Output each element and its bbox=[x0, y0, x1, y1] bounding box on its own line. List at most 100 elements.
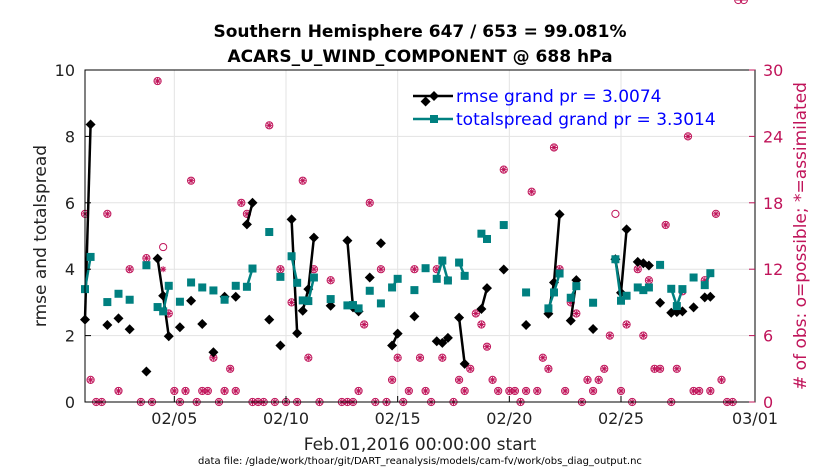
rmse-point bbox=[292, 328, 303, 339]
totalspread-point bbox=[365, 286, 374, 295]
obs-possible-marker bbox=[387, 375, 397, 384]
obs-assimilated-marker bbox=[495, 387, 502, 394]
y-tick-label: 2 bbox=[65, 327, 75, 346]
obs-possible-marker bbox=[521, 386, 531, 396]
obs-possible-marker bbox=[159, 242, 168, 252]
obs-assimilated-marker bbox=[673, 365, 680, 372]
totalspread-line-segment bbox=[83, 256, 92, 290]
obs-possible-marker bbox=[410, 265, 419, 274]
obs-possible-marker bbox=[527, 187, 536, 196]
y2-tick-label: 18 bbox=[763, 194, 783, 213]
rmse-point bbox=[152, 253, 163, 264]
totalspread-line-segment bbox=[290, 255, 299, 284]
totalspread-point bbox=[550, 288, 558, 297]
obs-assimilated-marker bbox=[562, 387, 569, 394]
obs-assimilated-marker bbox=[204, 387, 211, 394]
obs-assimilated-marker bbox=[227, 365, 234, 372]
totalspread-point bbox=[544, 304, 553, 313]
rmse-line-segment bbox=[346, 240, 360, 313]
obs-possible-marker bbox=[421, 386, 430, 396]
rmse-line-segment bbox=[547, 214, 561, 314]
rmse-point bbox=[621, 224, 632, 235]
y2-tick-label: 12 bbox=[763, 260, 783, 279]
totalspread-point bbox=[114, 289, 123, 298]
obs-possible-marker bbox=[404, 386, 413, 396]
totalspread-point bbox=[633, 283, 642, 292]
rmse-point bbox=[588, 323, 599, 334]
obs-assimilated-marker bbox=[422, 387, 429, 394]
obs-assimilated-marker bbox=[484, 343, 490, 350]
obs-assimilated-marker bbox=[188, 177, 195, 184]
totalspread-point bbox=[438, 256, 447, 265]
totalspread-point bbox=[477, 229, 486, 238]
totalspread-point bbox=[175, 297, 184, 306]
legend-totalspread-marker bbox=[430, 115, 438, 123]
obs-assimilated-marker bbox=[590, 387, 597, 394]
x-tick-label: 02/15 bbox=[375, 409, 421, 428]
obs-assimilated-marker bbox=[456, 376, 463, 383]
obs-assimilated-marker bbox=[377, 266, 384, 273]
obs-possible-marker bbox=[376, 265, 386, 274]
totalspread-point bbox=[589, 298, 598, 307]
obs-assimilated-marker bbox=[528, 188, 535, 195]
totalspread-point bbox=[86, 252, 95, 261]
totalspread-point bbox=[443, 276, 452, 285]
totalspread-point bbox=[483, 234, 491, 243]
obs-assimilated-marker bbox=[115, 387, 122, 394]
obs-possible-marker bbox=[583, 375, 592, 384]
totalspread-point bbox=[572, 282, 581, 291]
obs-possible-marker bbox=[510, 386, 520, 396]
obs-possible-marker bbox=[661, 220, 670, 230]
obs-possible-marker bbox=[600, 364, 609, 373]
totalspread-point bbox=[617, 296, 625, 305]
obs-assimilated-marker bbox=[182, 387, 189, 394]
obs-assimilated-marker bbox=[584, 376, 591, 383]
obs-assimilated-marker bbox=[539, 354, 546, 361]
totalspread-point bbox=[678, 285, 687, 294]
rmse-line-segment bbox=[457, 317, 466, 364]
y-axis-label: rmse and totalspread bbox=[31, 145, 51, 327]
obs-possible-marker bbox=[561, 386, 570, 396]
obs-assimilated-marker bbox=[523, 387, 530, 394]
obs-possible-marker bbox=[360, 320, 369, 329]
obs-assimilated-marker bbox=[662, 221, 669, 228]
obs-assimilated-marker bbox=[361, 321, 368, 328]
rmse-point bbox=[85, 119, 96, 130]
rmse-point bbox=[643, 260, 654, 271]
totalspread-point bbox=[198, 283, 207, 292]
totalspread-point bbox=[231, 281, 240, 290]
obs-possible-marker bbox=[494, 386, 503, 396]
obs-possible-marker bbox=[711, 209, 721, 218]
obs-assimilated-marker bbox=[545, 365, 552, 372]
totalspread-point bbox=[187, 278, 196, 287]
obs-possible-marker bbox=[454, 375, 464, 384]
obs-possible-marker bbox=[622, 320, 631, 329]
rmse-point bbox=[174, 322, 185, 333]
obs-possible-marker bbox=[538, 353, 547, 362]
obs-possible-marker bbox=[471, 309, 480, 318]
totalspread-point bbox=[460, 271, 469, 280]
totalspread-point bbox=[644, 283, 653, 292]
obs-possible-marker bbox=[695, 386, 704, 396]
axis-ticks: 02/05 02/10 02/15 02/20 02/25 03/010246810061… bbox=[55, 61, 784, 428]
obs-possible-marker bbox=[655, 364, 665, 373]
rmse-point bbox=[476, 304, 487, 315]
plot-frame bbox=[84, 69, 756, 403]
x-tick-label: 02/25 bbox=[598, 409, 644, 428]
totalspread-point bbox=[349, 301, 357, 310]
obs-assimilated-marker bbox=[712, 210, 719, 217]
obs-assimilated-marker bbox=[277, 266, 284, 273]
obs-assimilated-marker bbox=[310, 266, 317, 273]
rmse-point bbox=[565, 315, 576, 326]
totalspread-point bbox=[376, 299, 385, 308]
obs-assimilated-marker bbox=[467, 365, 474, 372]
totalspread-point bbox=[432, 274, 441, 283]
totalspread-point bbox=[639, 286, 648, 295]
legend-rmse-marker bbox=[429, 91, 439, 101]
obs-assimilated-marker bbox=[232, 387, 239, 394]
obs-assimilated-marker bbox=[511, 387, 518, 394]
y2-axis-label: # of obs: o=possible; *=assimilated bbox=[791, 82, 811, 390]
obs-possible-marker bbox=[488, 375, 497, 384]
rmse-point bbox=[521, 319, 532, 330]
